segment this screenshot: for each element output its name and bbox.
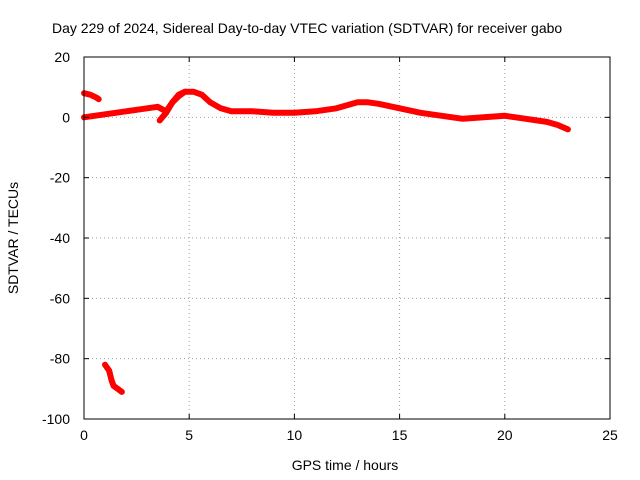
y-axis-label: SDTVAR / TECUs [5,182,21,294]
data-point-main-trace [113,110,119,116]
x-tick-label: 5 [185,427,193,443]
data-point-main-trace [102,111,108,117]
data-point-main-trace [365,99,371,105]
data-point-main-trace [207,99,213,105]
series-line-dip-segment [156,88,188,124]
data-point-main-trace [355,99,360,105]
data-point-outlier-trace [108,377,114,383]
x-tick-label: 15 [392,427,408,443]
data-point-early-upper-trace [96,96,102,102]
data-point-main-trace [523,116,529,122]
data-point-main-trace [334,105,339,111]
data-point-main-trace [218,105,224,111]
x-tick-label: 25 [602,427,618,443]
data-point-outlier-trace [102,362,108,368]
data-point-dip-segment [182,89,188,95]
data-point-main-trace [376,101,382,107]
data-point-main-trace [291,110,297,116]
data-point-main-trace [481,114,487,120]
data-point-main-trace [199,92,205,98]
data-point-outlier-trace [119,389,125,395]
chart-title: Day 229 of 2024, Sidereal Day-to-day VTE… [52,20,562,36]
y-tick-label: 0 [62,109,70,125]
data-point-dip-segment [176,93,182,99]
x-tick-label: 10 [287,427,303,443]
data-point-dip-segment [163,110,169,116]
series-layer [81,88,571,395]
data-point-main-trace [190,89,196,95]
x-tick-label: 0 [80,427,88,443]
data-point-main-trace [565,126,571,132]
data-point-main-trace [144,105,150,111]
data-point-early-upper-trace [87,92,93,98]
data-point-main-trace [460,116,466,122]
data-point-main-trace [312,108,318,114]
y-tick-label: 20 [54,49,70,65]
data-point-main-trace [123,108,129,114]
data-point-main-trace [228,108,234,114]
data-point-main-trace [155,104,161,110]
data-point-outlier-trace [115,386,121,392]
x-tick-label: 20 [497,427,513,443]
data-point-main-trace [439,113,445,119]
tick-layer: 0 5 10 15 20 25 -100 -80 -60 -40 -20 0 20 [42,49,618,443]
y-tick-label: -60 [50,290,70,306]
data-point-main-trace [134,107,140,113]
y-tick-label: -100 [42,411,70,427]
data-point-main-trace [544,119,550,125]
y-tick-label: -20 [50,170,70,186]
y-tick-label: -80 [50,351,70,367]
y-tick-label: -40 [50,230,70,246]
data-point-main-trace [397,105,403,111]
data-point-outlier-trace [106,368,112,374]
series-line-main-trace [81,88,571,133]
data-point-main-trace [418,110,424,116]
data-point-main-trace [249,108,255,114]
data-point-dip-segment [169,99,175,105]
data-point-outlier-trace [111,383,116,389]
data-point-main-trace [502,113,508,119]
data-point-main-trace [270,110,276,116]
data-point-main-trace [554,122,560,128]
x-axis-label: GPS time / hours [292,457,399,473]
data-point-dip-segment [157,117,163,123]
data-point-main-trace [92,113,97,119]
